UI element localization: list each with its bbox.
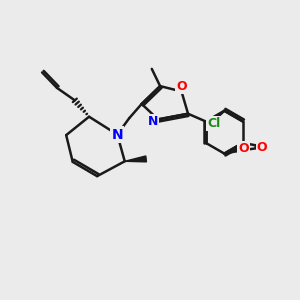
Text: O: O	[238, 142, 249, 155]
Text: O: O	[176, 80, 187, 93]
Text: N: N	[148, 115, 158, 128]
Text: O: O	[256, 141, 267, 154]
Text: N: N	[112, 128, 123, 142]
Text: Cl: Cl	[207, 117, 220, 130]
Polygon shape	[125, 156, 146, 162]
